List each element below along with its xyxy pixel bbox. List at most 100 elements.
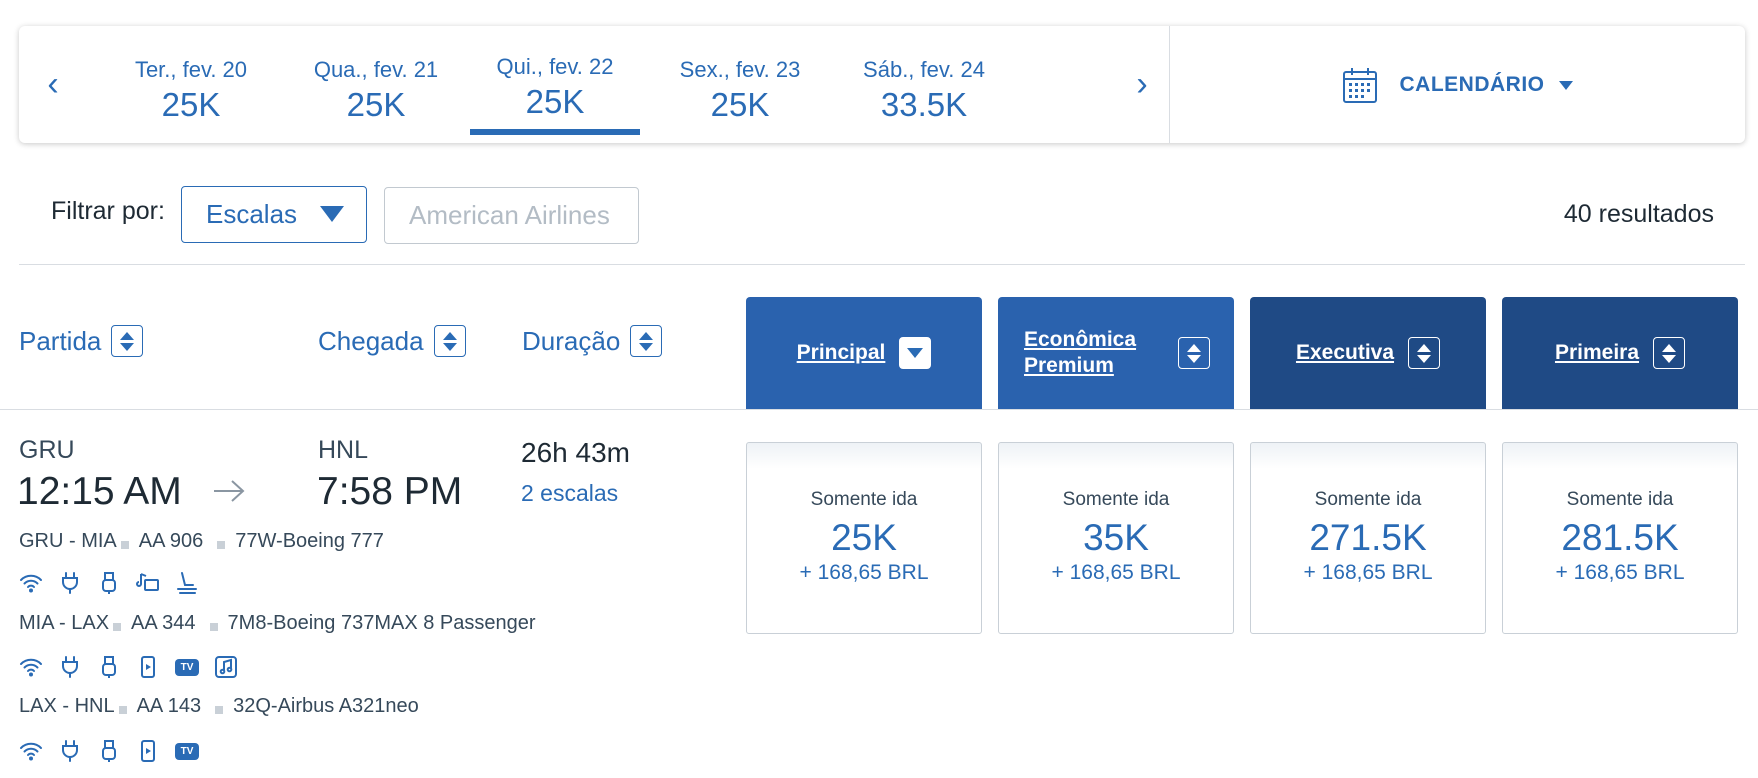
fare-miles: 35K — [1083, 517, 1149, 558]
departure-header: Partida — [19, 325, 102, 356]
sort-icon — [630, 325, 663, 357]
date-option[interactable]: Sex., fev. 23 25K — [655, 26, 825, 143]
fare-tax: + 168,65 BRL — [1303, 561, 1433, 584]
cabin-label-line1: Econômica — [1024, 328, 1137, 351]
date-price: 25K — [525, 83, 585, 120]
segment-route: LAX - HNL — [19, 695, 115, 717]
stops-filter-select[interactable]: Escalas — [181, 186, 367, 243]
fare-miles: 281.5K — [1561, 517, 1679, 558]
fare-type: Somente ida — [1062, 489, 1170, 510]
divider — [0, 409, 1758, 410]
arrival-header: Chegada — [318, 325, 424, 356]
segment-flight-number: AA 143 — [136, 695, 202, 717]
usb-icon — [102, 656, 116, 678]
price-card-business[interactable]: Somente ida 271.5K + 168,65 BRL — [1250, 442, 1486, 634]
date-label: Sáb., fev. 24 — [863, 57, 985, 82]
amenities-row — [19, 571, 199, 595]
cabin-label: Primeira — [1554, 341, 1640, 364]
date-price: 25K — [710, 86, 770, 123]
destination-airport: HNL — [318, 436, 369, 464]
departure-time: 12:15 AM — [17, 470, 182, 513]
selected-date-underline — [470, 129, 640, 135]
segment-aircraft: 32Q-Airbus A321neo — [233, 695, 419, 717]
date-label: Qui., fev. 22 — [496, 54, 614, 79]
results-count: 40 resultados — [1563, 200, 1714, 228]
dropdown-arrow-icon — [320, 206, 344, 222]
lie-flat-seat-icon — [177, 572, 197, 594]
fare-tax: + 168,65 BRL — [799, 561, 929, 584]
date-option-selected[interactable]: Qui., fev. 22 25K — [470, 26, 640, 143]
sort-arrival-button[interactable]: Chegada — [318, 325, 466, 357]
date-option[interactable]: Ter., fev. 20 25K — [106, 26, 276, 143]
sort-departure-button[interactable]: Partida — [19, 325, 144, 357]
sort-icon — [1178, 337, 1210, 369]
wifi-icon — [20, 574, 42, 593]
previous-dates-button[interactable]: ‹ — [47, 65, 59, 103]
entertainment-icon — [136, 573, 159, 591]
stops-details-link[interactable]: 2 escalas — [521, 480, 619, 506]
carousel-divider — [1169, 26, 1170, 143]
date-option[interactable]: Qua., fev. 21 25K — [291, 26, 461, 143]
date-price: 25K — [346, 86, 406, 123]
date-carousel: ‹ Ter., fev. 20 25K Qua., fev. 21 25K Qu… — [19, 26, 1745, 143]
price-card-main[interactable]: Somente ida 25K + 168,65 BRL — [746, 442, 982, 634]
cabin-header-business[interactable]: Executiva — [1250, 297, 1486, 409]
sort-selected-icon — [899, 337, 932, 369]
duration-header: Duração — [522, 325, 621, 356]
next-dates-button[interactable]: › — [1136, 65, 1148, 103]
sort-icon — [1653, 337, 1686, 369]
sort-icon — [1408, 337, 1441, 369]
amenities-row: TV — [19, 739, 199, 763]
segment-info: GRU - MIA AA 906 77W-Boeing 777 — [19, 530, 384, 553]
sort-icon — [433, 325, 466, 357]
caret-down-icon — [1558, 81, 1573, 90]
fare-type: Somente ida — [1314, 489, 1422, 510]
segment-flight-number: AA 344 — [131, 612, 196, 634]
segment-info: LAX - HNL AA 143 32Q-Airbus A321neo — [19, 695, 419, 718]
tv-icon: TV — [175, 658, 199, 676]
segment-info: MIA - LAX AA 344 7M8-Boeing 737MAX 8 Pas… — [19, 612, 536, 635]
device-icon — [141, 740, 155, 762]
date-label: Sex., fev. 23 — [679, 57, 801, 82]
arrow-right-icon — [214, 480, 245, 502]
music-icon — [215, 656, 237, 678]
calendar-label: CALENDÁRIO — [1399, 72, 1545, 96]
fare-miles: 271.5K — [1309, 517, 1427, 558]
date-price: 33.5K — [880, 86, 968, 123]
fare-type: Somente ida — [1566, 489, 1674, 510]
sort-icon — [111, 325, 144, 357]
cabin-label-line2: Premium — [1024, 354, 1114, 377]
calendar-icon — [1342, 67, 1377, 103]
date-price: 25K — [161, 86, 221, 123]
cabin-header-first[interactable]: Primeira — [1502, 297, 1738, 409]
divider — [19, 264, 1745, 265]
segment-aircraft: 77W-Boeing 777 — [235, 530, 384, 552]
cabin-label: Executiva — [1295, 341, 1395, 364]
cabin-label: Econômica Premium — [1024, 327, 1136, 379]
stops-filter-value: Escalas — [206, 199, 298, 229]
tv-icon: TV — [175, 742, 199, 760]
sort-duration-button[interactable]: Duração — [522, 325, 663, 357]
power-icon — [62, 740, 78, 762]
segment-route: MIA - LAX — [19, 612, 110, 634]
fare-type: Somente ida — [810, 489, 918, 510]
airline-filter-input[interactable] — [384, 187, 639, 244]
wifi-icon — [20, 658, 42, 677]
fare-miles: 25K — [831, 517, 897, 558]
cabin-header-premium-economy[interactable]: Econômica Premium — [998, 297, 1234, 409]
calendar-button[interactable]: CALENDÁRIO — [1169, 26, 1745, 143]
fare-tax: + 168,65 BRL — [1051, 561, 1181, 584]
cabin-label: Principal — [796, 341, 886, 364]
price-card-premium-economy[interactable]: Somente ida 35K + 168,65 BRL — [998, 442, 1234, 634]
arrival-time: 7:58 PM — [317, 470, 463, 513]
date-label: Ter., fev. 20 — [134, 57, 248, 82]
date-label: Qua., fev. 21 — [313, 57, 439, 82]
usb-icon — [102, 740, 116, 762]
segment-aircraft: 7M8-Boeing 737MAX 8 Passenger — [227, 612, 536, 634]
cabin-header-main[interactable]: Principal — [746, 297, 982, 409]
flight-duration: 26h 43m — [521, 437, 630, 468]
fare-tax: + 168,65 BRL — [1555, 561, 1685, 584]
origin-airport: GRU — [19, 436, 75, 464]
price-card-first[interactable]: Somente ida 281.5K + 168,65 BRL — [1502, 442, 1738, 634]
date-option[interactable]: Sáb., fev. 24 33.5K — [839, 26, 1009, 143]
